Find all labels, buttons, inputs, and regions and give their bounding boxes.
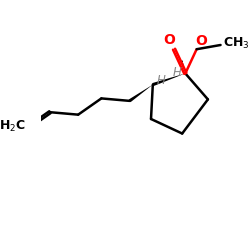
Text: H: H [172, 66, 181, 79]
Polygon shape [152, 74, 185, 86]
Text: O: O [196, 34, 207, 48]
Text: O: O [163, 33, 175, 47]
Text: CH$_3$: CH$_3$ [223, 36, 250, 51]
Text: H: H [157, 74, 166, 87]
Polygon shape [129, 85, 153, 102]
Text: H$_2$C: H$_2$C [0, 119, 26, 134]
